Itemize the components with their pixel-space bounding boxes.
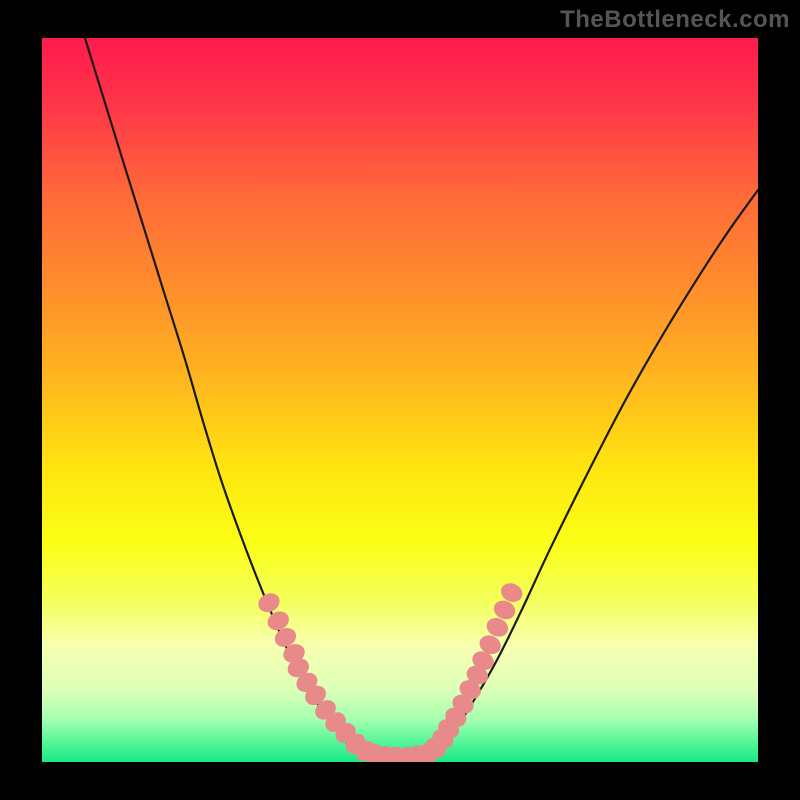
gradient-background [42,38,758,762]
chart-svg [0,0,800,800]
plot-area [42,38,758,769]
chart-root: TheBottleneck.com [0,0,800,800]
watermark-text: TheBottleneck.com [560,6,790,34]
